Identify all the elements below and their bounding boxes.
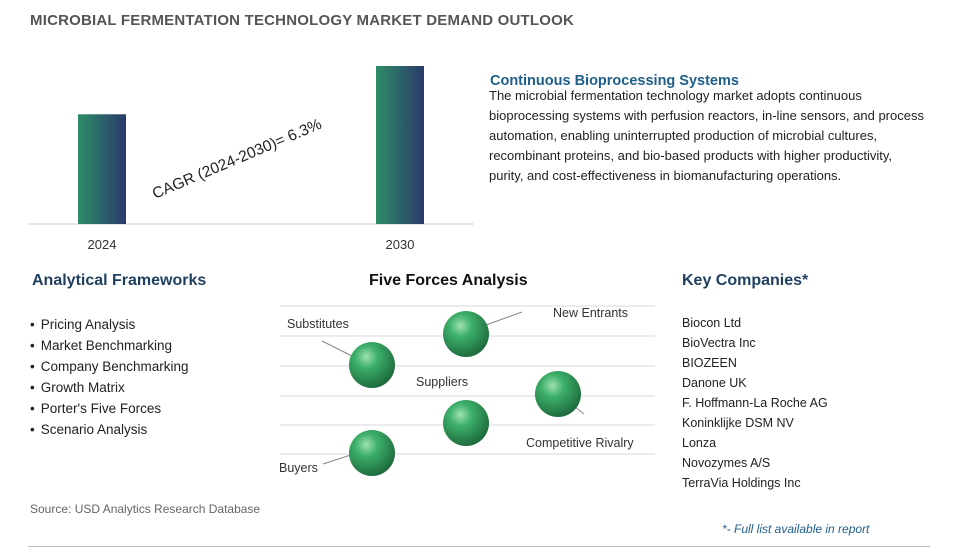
connector-substitutes <box>321 340 361 361</box>
company-item: Novozymes A/S <box>682 456 771 470</box>
connector-buyers <box>322 451 361 465</box>
sphere-competitive-rivalry <box>535 371 581 417</box>
highlight-body: The microbial fermentation technology ma… <box>489 88 924 183</box>
bar-2024 <box>78 114 126 224</box>
frameworks-item: Growth Matrix <box>30 377 189 398</box>
source-note: Source: USD Analytics Research Database <box>30 502 261 516</box>
footnote: *- Full list available in report <box>722 522 870 536</box>
frameworks-item: Pricing Analysis <box>30 314 189 335</box>
company-item: BIOZEEN <box>682 356 737 370</box>
market-bar-chart: 2024 2030 CAGR (2024-2030)= 6.3% <box>28 66 474 252</box>
x-tick-label: 2024 <box>88 237 117 252</box>
tick-label-group: 2024 2030 <box>88 237 415 252</box>
company-item: Lonza <box>682 436 717 450</box>
sphere-buyers <box>349 430 395 476</box>
sphere-new-entrants <box>443 311 489 357</box>
companies-title: Key Companies* <box>682 272 809 289</box>
x-tick-label: 2030 <box>386 237 415 252</box>
sphere-suppliers <box>443 400 489 446</box>
company-item: Koninklijke DSM NV <box>682 416 794 430</box>
sphere-substitutes <box>349 342 395 388</box>
company-item: BioVectra Inc <box>682 336 756 350</box>
frameworks-list: Pricing Analysis Market Benchmarking Com… <box>30 314 189 440</box>
label-buyers: Buyers <box>279 461 318 475</box>
frameworks-item: Company Benchmarking <box>30 356 189 377</box>
grid-lines <box>280 305 655 455</box>
company-item: Danone UK <box>682 376 747 390</box>
frameworks-title: Analytical Frameworks <box>32 272 207 289</box>
company-item: TerraVia Holdings Inc <box>682 476 801 490</box>
bars-group <box>78 66 424 224</box>
spheres <box>349 311 581 476</box>
label-new-entrants: New Entrants <box>553 306 628 320</box>
five-forces-title: Five Forces Analysis <box>369 272 528 289</box>
label-suppliers: Suppliers <box>416 375 468 389</box>
bar-2030 <box>376 66 424 224</box>
highlight-title: Continuous Bioprocessing Systems <box>490 73 739 89</box>
connector-competitive-rivalry <box>563 397 585 415</box>
frameworks-item: Porter's Five Forces <box>30 398 189 419</box>
label-substitutes: Substitutes <box>287 317 349 331</box>
companies-list: Biocon Ltd BioVectra Inc BIOZEEN Danone … <box>682 313 828 493</box>
company-item: Biocon Ltd <box>682 316 742 330</box>
frameworks-item: Scenario Analysis <box>30 419 189 440</box>
cagr-annotation: CAGR (2024-2030)= 6.3% <box>150 116 325 203</box>
frameworks-item: Market Benchmarking <box>30 335 189 356</box>
connector-lines <box>321 311 585 465</box>
company-item: F. Hoffmann-La Roche AG <box>682 396 828 410</box>
bottom-divider <box>28 546 930 547</box>
connector-new-entrants <box>471 311 523 331</box>
page-title: MICROBIAL FERMENTATION TECHNOLOGY MARKET… <box>30 12 575 29</box>
label-competitive-rivalry: Competitive Rivalry <box>526 436 634 450</box>
